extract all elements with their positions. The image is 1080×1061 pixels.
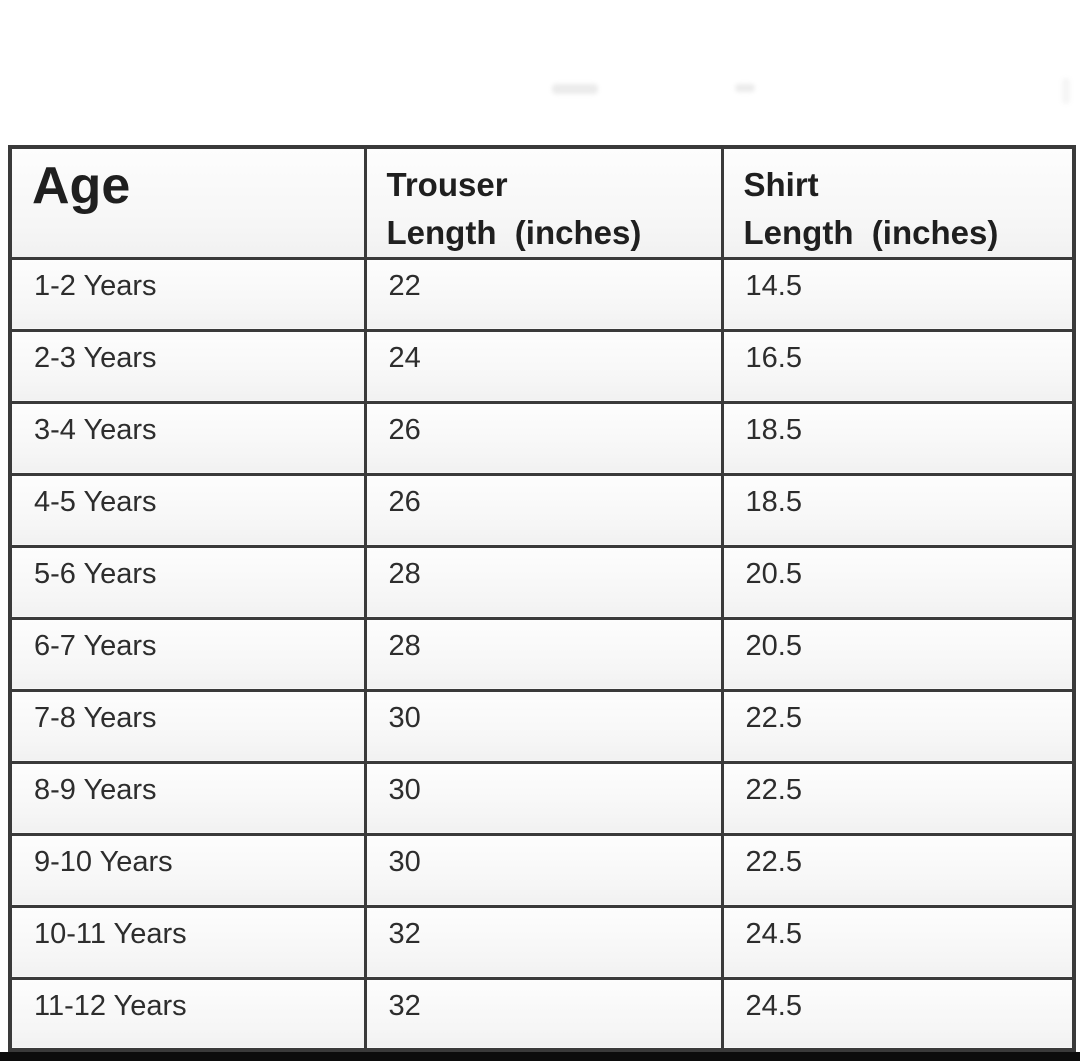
table-row: 8-9 Years 30 22.5	[8, 760, 1076, 836]
cell-age: 5-6 Years	[8, 544, 367, 620]
cell-trouser: 32	[363, 904, 724, 980]
cell-shirt: 14.5	[720, 256, 1076, 332]
cell-age: 6-7 Years	[8, 616, 367, 692]
header-trouser-line1: Trouser	[386, 166, 508, 203]
table-row: 11-12 Years 32 24.5	[8, 976, 1076, 1052]
table-row: 1-2 Years 22 14.5	[8, 256, 1076, 332]
cell-shirt: 20.5	[720, 544, 1076, 620]
header-trouser-line2: Length (inches)	[386, 213, 642, 251]
size-chart-table: Age Trouser Length (inches) Shirt Length…	[8, 145, 1076, 1053]
cell-trouser: 22	[363, 256, 724, 332]
cell-trouser: 30	[363, 688, 724, 764]
table-row: 4-5 Years 26 18.5	[8, 472, 1076, 548]
table-row: 9-10 Years 30 22.5	[8, 832, 1076, 908]
bottom-black-bar	[0, 1052, 1080, 1061]
cell-shirt: 18.5	[720, 400, 1076, 476]
cell-age: 4-5 Years	[8, 472, 367, 548]
cell-age: 2-3 Years	[8, 328, 367, 404]
table-row: 10-11 Years 32 24.5	[8, 904, 1076, 980]
table-row: 5-6 Years 28 20.5	[8, 544, 1076, 620]
header-shirt-line1: Shirt	[743, 166, 819, 203]
cell-shirt: 22.5	[720, 832, 1076, 908]
cell-trouser: 24	[363, 328, 724, 404]
cell-shirt: 24.5	[720, 904, 1076, 980]
cell-age: 9-10 Years	[8, 832, 367, 908]
cell-trouser: 28	[363, 544, 724, 620]
table-row: 3-4 Years 26 18.5	[8, 400, 1076, 476]
cell-age: 8-9 Years	[8, 760, 367, 836]
cell-trouser: 28	[363, 616, 724, 692]
cell-shirt: 24.5	[720, 976, 1076, 1052]
header-age: Age	[8, 145, 367, 260]
cell-trouser: 26	[363, 472, 724, 548]
cell-age: 7-8 Years	[8, 688, 367, 764]
photo-artifact-smudge	[552, 84, 598, 94]
cell-shirt: 22.5	[720, 760, 1076, 836]
cell-trouser: 26	[363, 400, 724, 476]
table-header: Age Trouser Length (inches) Shirt Length…	[8, 145, 1076, 260]
cell-shirt: 22.5	[720, 688, 1076, 764]
table-row: 2-3 Years 24 16.5	[8, 328, 1076, 404]
photo-artifact-smudge	[1062, 78, 1070, 104]
header-shirt-length: Shirt Length (inches)	[720, 145, 1076, 260]
header-trouser-length: Trouser Length (inches)	[363, 145, 724, 260]
cell-trouser: 30	[363, 760, 724, 836]
table-row: 7-8 Years 30 22.5	[8, 688, 1076, 764]
cell-age: 3-4 Years	[8, 400, 367, 476]
cell-shirt: 20.5	[720, 616, 1076, 692]
cell-shirt: 16.5	[720, 328, 1076, 404]
cell-age: 1-2 Years	[8, 256, 367, 332]
cell-age: 11-12 Years	[8, 976, 367, 1052]
photo-artifact-smudge	[735, 84, 755, 92]
cell-age: 10-11 Years	[8, 904, 367, 980]
header-shirt-line2: Length (inches)	[743, 213, 999, 251]
cell-trouser: 32	[363, 976, 724, 1052]
cell-trouser: 30	[363, 832, 724, 908]
table-row: 6-7 Years 28 20.5	[8, 616, 1076, 692]
header-row: Age Trouser Length (inches) Shirt Length…	[8, 145, 1076, 260]
cell-shirt: 18.5	[720, 472, 1076, 548]
table-body: 1-2 Years 22 14.5 2-3 Years 24 16.5 3-4 Years 2…	[8, 256, 1076, 1052]
